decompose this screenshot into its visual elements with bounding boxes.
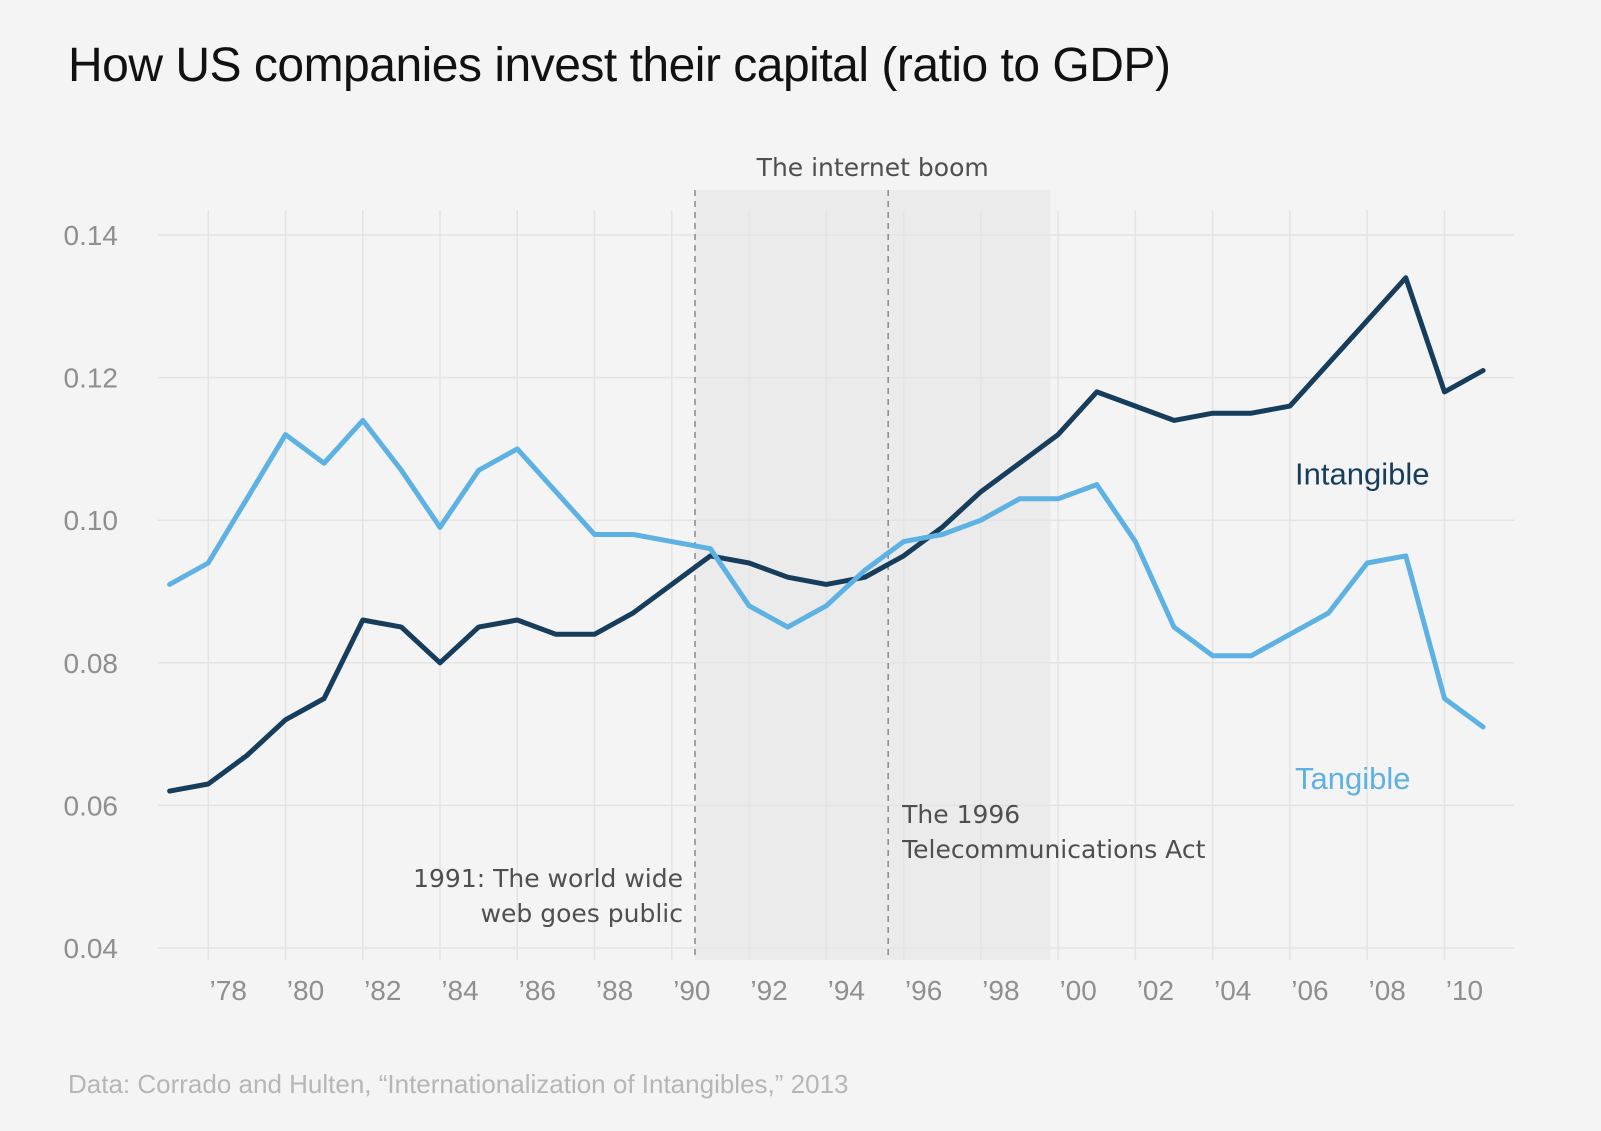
- x-tick-label: ’06: [1291, 975, 1328, 1006]
- x-tick-label: ’04: [1214, 975, 1251, 1006]
- y-tick-label: 0.10: [64, 505, 119, 536]
- y-tick-label: 0.04: [64, 933, 119, 964]
- chart-title: How US companies invest their capital (r…: [68, 39, 1171, 92]
- annotation-text-line: web goes public: [481, 899, 683, 928]
- intangible-series-label: Intangible: [1295, 456, 1429, 491]
- x-tick-label: ’80: [287, 975, 324, 1006]
- annotation-text-line: 1991: The world wide: [413, 864, 683, 893]
- x-tick-label: ’82: [364, 975, 401, 1006]
- tangible-series-line: [167, 417, 1486, 730]
- x-tick-label: ’92: [750, 975, 787, 1006]
- grid-layer: [158, 210, 1514, 960]
- x-tick-label: ’98: [982, 975, 1019, 1006]
- series-layer: Intangible Tangible: [167, 275, 1486, 796]
- x-tick-label: ’86: [519, 975, 556, 1006]
- intangible-series-line: [167, 275, 1486, 794]
- y-tick-label: 0.14: [64, 220, 119, 251]
- internet-boom-label: The internet boom: [756, 153, 989, 182]
- source-note: Data: Corrado and Hulten, “International…: [68, 1069, 848, 1099]
- y-tick-label: 0.08: [64, 648, 119, 679]
- x-tick-label: ’88: [596, 975, 633, 1006]
- annotation-text: The 1996 Telecommunications Act: [901, 800, 1205, 864]
- x-tick-label: ’08: [1369, 975, 1406, 1006]
- tangible-series-label: Tangible: [1295, 761, 1410, 796]
- x-tick-label: ’78: [210, 975, 247, 1006]
- annotation-text-line: Telecommunications Act: [901, 835, 1205, 864]
- x-tick-label: ’96: [905, 975, 942, 1006]
- x-tick-label: ’00: [1059, 975, 1096, 1006]
- x-tick-label: ’02: [1137, 975, 1174, 1006]
- annotation-layer: 1991: The world wide web goes public The 1…: [413, 190, 1206, 960]
- x-tick-label: ’94: [828, 975, 865, 1006]
- y-tick-label: 0.12: [64, 363, 119, 394]
- annotation-text-line: The 1996: [901, 800, 1020, 829]
- axis-label-layer: 0.04 0.06 0.08 0.10 0.12 0.14 ’78 ’80 ’82 ’84 ’86 ’…: [64, 220, 1484, 1006]
- y-tick-label: 0.06: [64, 790, 119, 821]
- x-tick-label: ’84: [441, 975, 478, 1006]
- annotation-text: 1991: The world wide web goes public: [413, 864, 683, 928]
- x-tick-label: ’10: [1446, 975, 1483, 1006]
- x-tick-label: ’90: [673, 975, 710, 1006]
